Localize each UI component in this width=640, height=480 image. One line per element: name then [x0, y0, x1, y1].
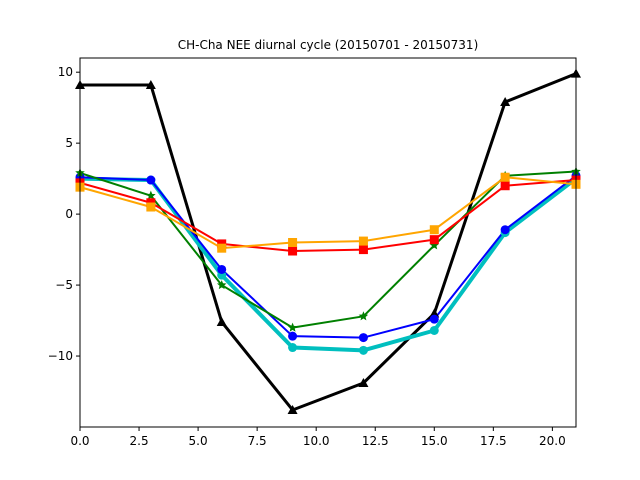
- x-tick-label: 0.0: [70, 434, 89, 448]
- data-point: [146, 190, 156, 200]
- y-tick-label: 5: [65, 136, 73, 150]
- data-point: [500, 225, 510, 235]
- y-tick-label: 10: [58, 65, 73, 79]
- x-tick-label: 7.5: [248, 434, 267, 448]
- y-tick-label: −10: [48, 349, 73, 363]
- data-point: [146, 202, 156, 212]
- y-tick-label: −5: [55, 278, 73, 292]
- data-point: [358, 378, 369, 388]
- data-point: [429, 314, 439, 324]
- data-point: [216, 316, 227, 326]
- y-tick-label: 0: [65, 207, 73, 221]
- data-point: [288, 343, 298, 353]
- data-point: [358, 311, 369, 321]
- series-layer: [80, 72, 576, 412]
- data-point: [429, 235, 439, 245]
- y-axis: 10 5 0 −5 −10: [48, 65, 80, 363]
- data-point: [358, 236, 368, 246]
- series-line-4: [80, 179, 576, 253]
- data-point: [217, 264, 227, 274]
- data-point: [288, 246, 298, 256]
- x-tick-label: 2.5: [130, 434, 149, 448]
- data-point: [500, 181, 510, 191]
- chart-title: CH-Cha NEE diurnal cycle (20150701 - 201…: [178, 38, 479, 52]
- marker-layer: [75, 68, 581, 414]
- x-tick-label: 15.0: [421, 434, 448, 448]
- x-axis: 0.0 2.5 5.0 7.5 10.0 12.5 15.0 17.5 20.0: [70, 427, 566, 448]
- x-tick-label: 5.0: [189, 434, 208, 448]
- x-tick-label: 17.5: [480, 434, 507, 448]
- data-point: [500, 172, 510, 182]
- data-point: [500, 96, 511, 106]
- data-point: [429, 240, 440, 250]
- data-point: [216, 280, 227, 290]
- x-tick-label: 12.5: [362, 434, 389, 448]
- data-point: [288, 331, 298, 341]
- data-point: [358, 245, 368, 255]
- series-line-2: [80, 175, 576, 339]
- data-point: [217, 243, 227, 253]
- series-line-5: [80, 176, 576, 250]
- x-tick-label: 20.0: [539, 434, 566, 448]
- x-tick-label: 10.0: [303, 434, 330, 448]
- data-point: [146, 175, 156, 185]
- data-point: [145, 79, 156, 89]
- data-point: [288, 238, 298, 247]
- data-point: [429, 325, 439, 335]
- data-point: [287, 322, 298, 332]
- data-point: [358, 333, 368, 343]
- data-point: [287, 404, 298, 414]
- data-point: [358, 345, 368, 355]
- data-point: [429, 308, 440, 318]
- data-point: [429, 225, 439, 235]
- series-line-0: [80, 72, 576, 412]
- plot-frame: [79, 57, 577, 428]
